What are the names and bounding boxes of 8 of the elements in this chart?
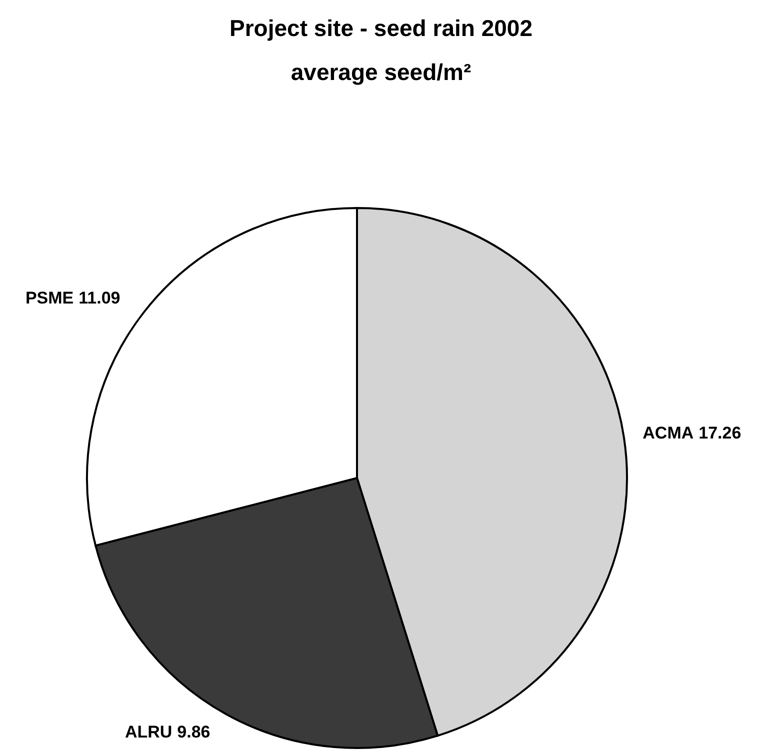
chart-title: Project site - seed rain 2002 <box>230 15 532 41</box>
data-label: 17.26 <box>698 423 742 442</box>
slice-label: ACMA <box>642 423 694 442</box>
chart-subtitle: average seed/m² <box>290 59 472 85</box>
data-label: 11.09 <box>78 288 120 308</box>
slice-label: PSME <box>25 288 74 308</box>
data-label: 9.86 <box>177 722 210 742</box>
slice-label: ALRU <box>124 722 172 742</box>
